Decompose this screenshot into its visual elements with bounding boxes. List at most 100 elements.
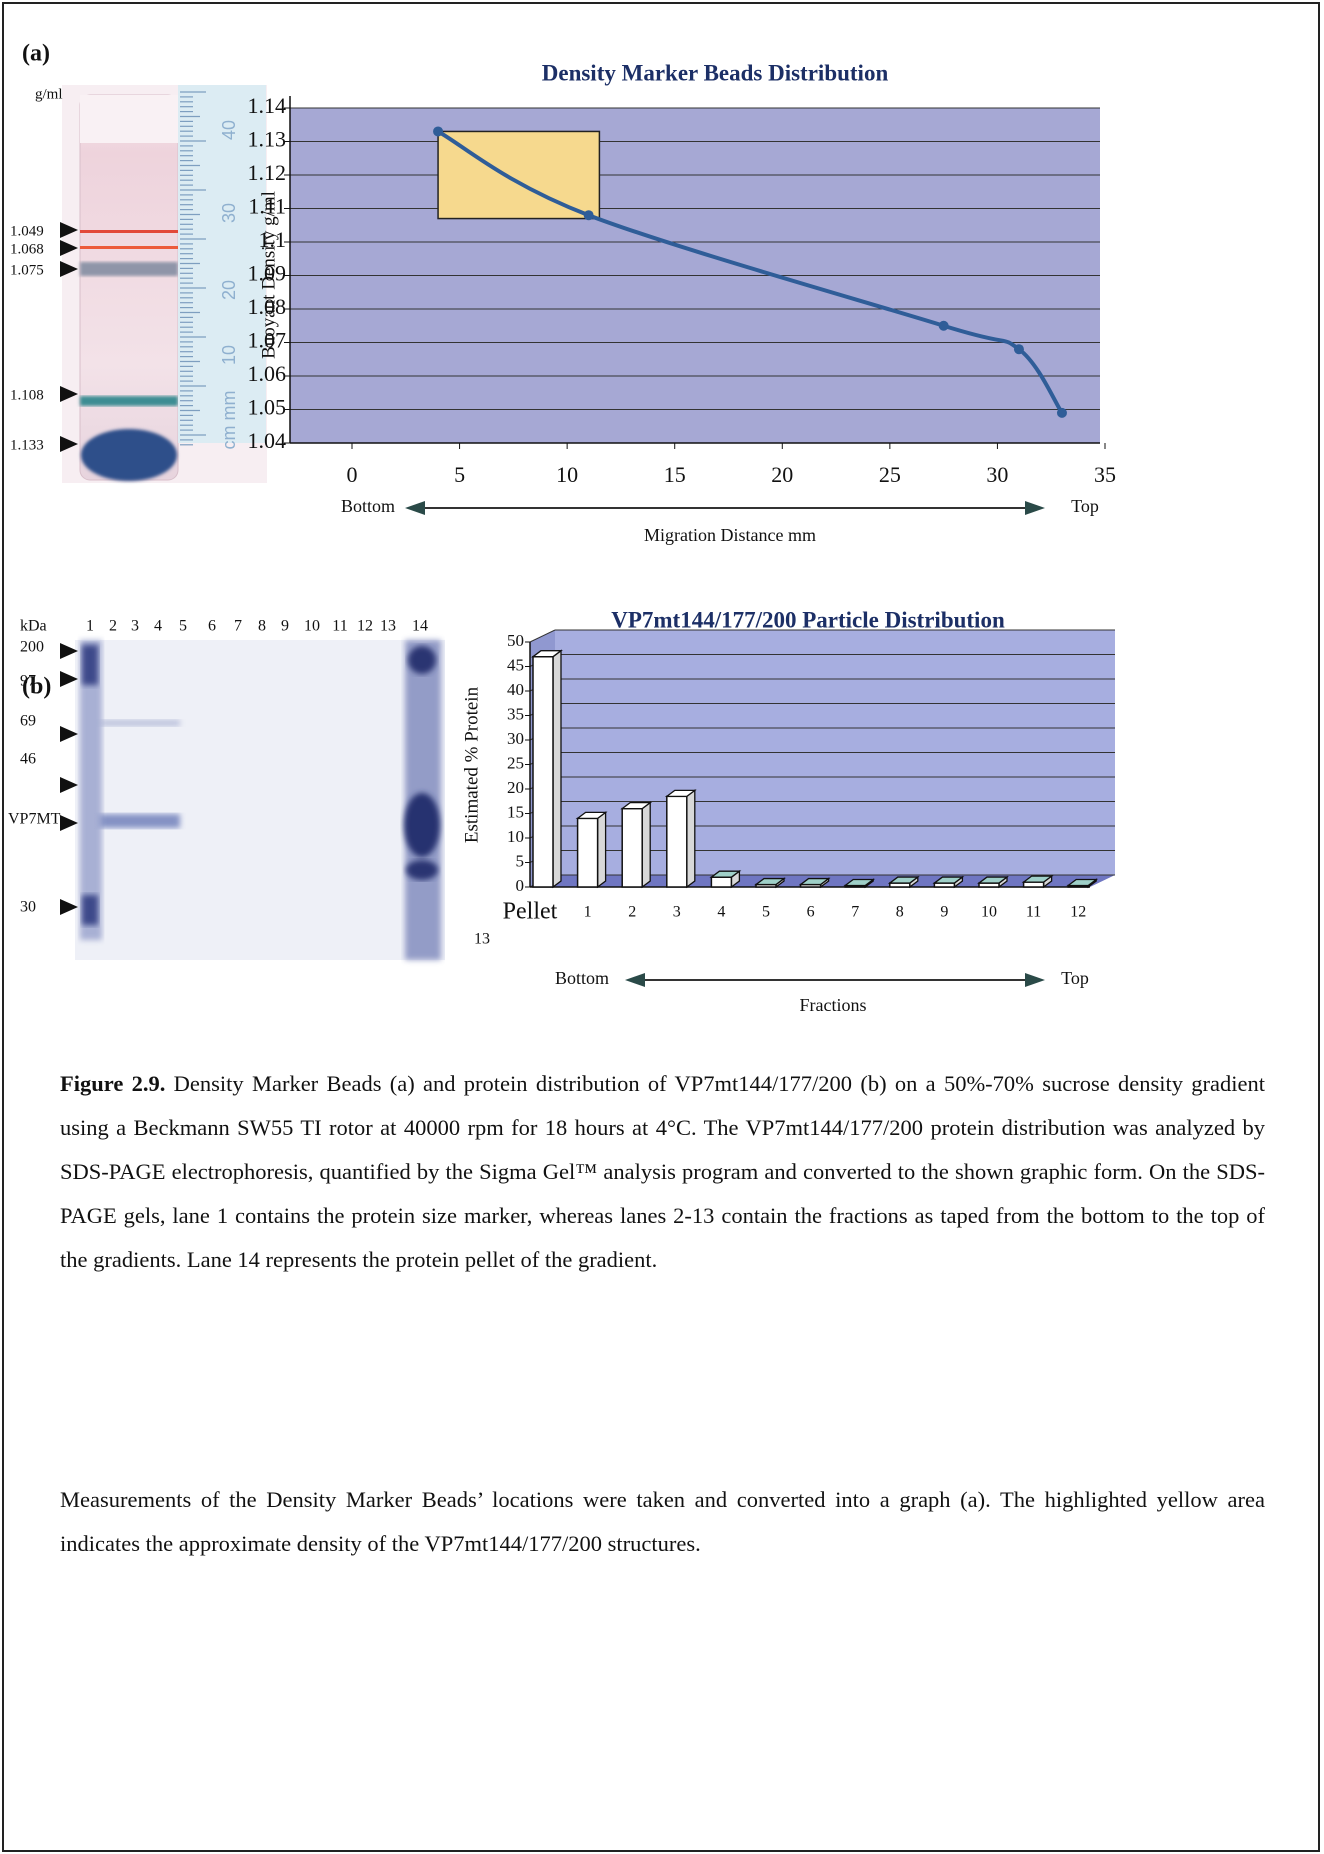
bar-top bbox=[1021, 875, 1054, 883]
y-tick-label: 1.04 bbox=[248, 428, 287, 453]
x-tick-label: 8 bbox=[896, 904, 904, 921]
y-tick-label: 5 bbox=[516, 851, 525, 870]
bar-top bbox=[798, 877, 831, 886]
bar-top bbox=[887, 876, 920, 884]
y-tick-label: 30 bbox=[507, 729, 524, 748]
lane-label: 5 bbox=[179, 618, 187, 635]
y-tick-label: 1.09 bbox=[248, 261, 287, 286]
x-tick-label: 3 bbox=[673, 904, 681, 921]
data-point bbox=[433, 126, 444, 137]
data-point bbox=[938, 320, 949, 331]
pointer-arrow bbox=[60, 240, 78, 256]
lane-label: 7 bbox=[234, 618, 242, 635]
gel-marker-label: 200 bbox=[20, 639, 44, 656]
bar-top bbox=[843, 878, 876, 887]
lane-label: 4 bbox=[154, 618, 162, 635]
bar-top bbox=[620, 801, 653, 810]
y-tick-label: 0 bbox=[516, 876, 525, 895]
band bbox=[80, 396, 178, 406]
y-tick-label: 50 bbox=[507, 631, 524, 650]
y-tick-label: 1.05 bbox=[248, 395, 287, 420]
bar-top bbox=[709, 870, 742, 878]
pointer-arrow bbox=[60, 777, 78, 793]
data-point bbox=[1013, 344, 1024, 355]
direction-label: Bottom bbox=[341, 496, 395, 516]
band bbox=[404, 793, 440, 857]
y-axis-label: Estimated % Protein bbox=[461, 686, 482, 843]
band bbox=[100, 720, 180, 726]
lane-label: 11 bbox=[332, 618, 347, 635]
pointer-arrow bbox=[60, 726, 78, 742]
tube-top bbox=[80, 95, 178, 143]
tube-marker-label: 1.049 bbox=[10, 223, 44, 239]
data-point bbox=[1056, 407, 1067, 418]
x-tick-label: 9 bbox=[940, 904, 948, 921]
bar-top bbox=[932, 876, 965, 884]
direction-label: Bottom bbox=[555, 968, 609, 988]
x-tick-label: 10 bbox=[981, 904, 997, 921]
x-tick-label: 5 bbox=[454, 462, 465, 487]
pointer-arrow bbox=[60, 261, 78, 277]
band bbox=[80, 230, 178, 233]
band bbox=[82, 895, 98, 925]
bar bbox=[666, 795, 688, 888]
pointer-arrow bbox=[60, 436, 78, 452]
pointer-arrow bbox=[60, 671, 78, 687]
lane-label: 6 bbox=[208, 618, 216, 635]
chart-title: VP7mt144/177/200 Particle Distribution bbox=[611, 607, 1005, 632]
bar-top bbox=[531, 650, 563, 658]
lane-smear bbox=[80, 640, 102, 940]
tube-unit: g/ml bbox=[35, 86, 63, 102]
lane-label: 8 bbox=[258, 618, 266, 635]
x-tick-label: 15 bbox=[664, 462, 686, 487]
tube-marker-label: 1.133 bbox=[10, 437, 44, 453]
panel-label: (a) bbox=[22, 41, 50, 67]
lane-label: 10 bbox=[304, 618, 320, 635]
gel-marker-label: 97 bbox=[20, 673, 36, 690]
y-tick-label: 1.1 bbox=[259, 227, 287, 252]
tube-marker-label: 1.068 bbox=[10, 241, 44, 257]
direction-arrow-head bbox=[1025, 501, 1045, 515]
y-tick-label: 1.07 bbox=[248, 328, 287, 353]
gel-photo bbox=[75, 640, 445, 960]
bar-top bbox=[575, 811, 608, 820]
gel-unit: kDa bbox=[20, 618, 47, 635]
lane-label: 3 bbox=[131, 618, 139, 635]
x-tick-label: 7 bbox=[851, 904, 859, 921]
y-axis-label: Buoyant Density g/ml bbox=[258, 191, 279, 359]
lane-label: 14 bbox=[412, 618, 428, 635]
x-tick-label: 2 bbox=[628, 904, 636, 921]
ruler-label: 10 bbox=[219, 345, 239, 365]
band bbox=[406, 860, 438, 880]
band bbox=[100, 814, 180, 828]
x-tick-label: 1 bbox=[584, 904, 592, 921]
bar-side bbox=[596, 811, 607, 889]
direction-arrow-head bbox=[1025, 973, 1045, 987]
pointer-arrow bbox=[60, 222, 78, 238]
caption-text: Density Marker Beads (a) and protein dis… bbox=[60, 1071, 1265, 1272]
band bbox=[80, 246, 178, 249]
lane-label: 13 bbox=[380, 618, 396, 635]
grid-line bbox=[529, 629, 556, 643]
ruler-label: 20 bbox=[219, 280, 239, 300]
y-tick-label: 20 bbox=[507, 778, 524, 797]
pointer-arrow bbox=[60, 815, 78, 831]
ruler-label: cm mm bbox=[219, 391, 239, 450]
gel-marker-label: 30 bbox=[20, 899, 36, 916]
band bbox=[80, 262, 178, 276]
y-tick-label: 1.14 bbox=[248, 93, 287, 118]
x-tick-label: 6 bbox=[807, 904, 815, 921]
x-tick-label: Pellet bbox=[503, 899, 558, 925]
gel-marker-label: 69 bbox=[20, 713, 36, 730]
chart-title: Density Marker Beads Distribution bbox=[542, 60, 889, 85]
direction-arrow-head bbox=[625, 973, 645, 987]
ruler-ticks bbox=[180, 91, 206, 446]
y-tick-label: 1.11 bbox=[248, 194, 286, 219]
x-tick-label: 4 bbox=[717, 904, 725, 921]
gel-marker-label: 46 bbox=[20, 751, 36, 768]
tube-body bbox=[79, 94, 179, 481]
direction-label: Top bbox=[1071, 496, 1099, 516]
bar bbox=[576, 817, 599, 888]
